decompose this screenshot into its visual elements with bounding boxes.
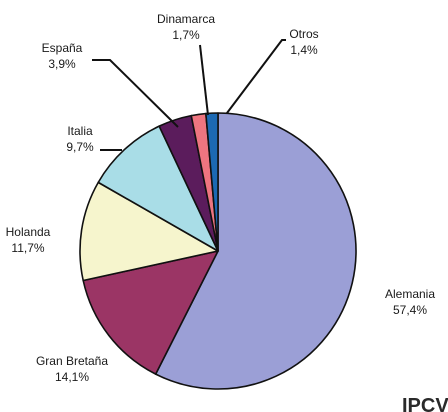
slice-label-gran-bretana: Gran Bretaña: [36, 354, 108, 368]
pie-slice-holanda: [79, 181, 219, 282]
slice-label-otros: Otros: [289, 27, 318, 41]
pie-slice-otros: [205, 112, 219, 252]
slice-value-holanda: 11,7%: [11, 241, 44, 255]
slice-value-italia: 9,7%: [66, 140, 94, 154]
slice-label-dinamarca: Dinamarca: [157, 12, 215, 26]
pie-slice-alemania: [154, 112, 357, 390]
slice-value-gran-bretana: 14,1%: [55, 370, 89, 384]
slice-label-italia: Italia: [67, 124, 93, 138]
slice-label-espana: España: [42, 41, 83, 55]
slice-value-alemania: 57,4%: [393, 303, 427, 317]
slice-value-otros: 1,4%: [290, 43, 318, 57]
slice-value-dinamarca: 1,7%: [172, 28, 200, 42]
slice-value-espana: 3,9%: [48, 57, 76, 71]
leader-line-otros: [226, 39, 286, 114]
slice-label-alemania: Alemania: [385, 287, 435, 301]
slice-labels: Alemania 57,4% Gran Bretaña 14,1% Holanda 11,…: [6, 12, 436, 384]
pie-slice-gran-bretana: [82, 250, 219, 375]
pie-slice-italia: [97, 125, 219, 252]
leader-lines: [92, 39, 286, 151]
slice-label-holanda: Holanda: [6, 225, 51, 239]
leader-line-dinamarca: [199, 44, 209, 116]
watermark-logo: IPCV: [402, 395, 448, 412]
leader-line-espana: [92, 59, 179, 128]
pie-slices: [79, 112, 357, 390]
